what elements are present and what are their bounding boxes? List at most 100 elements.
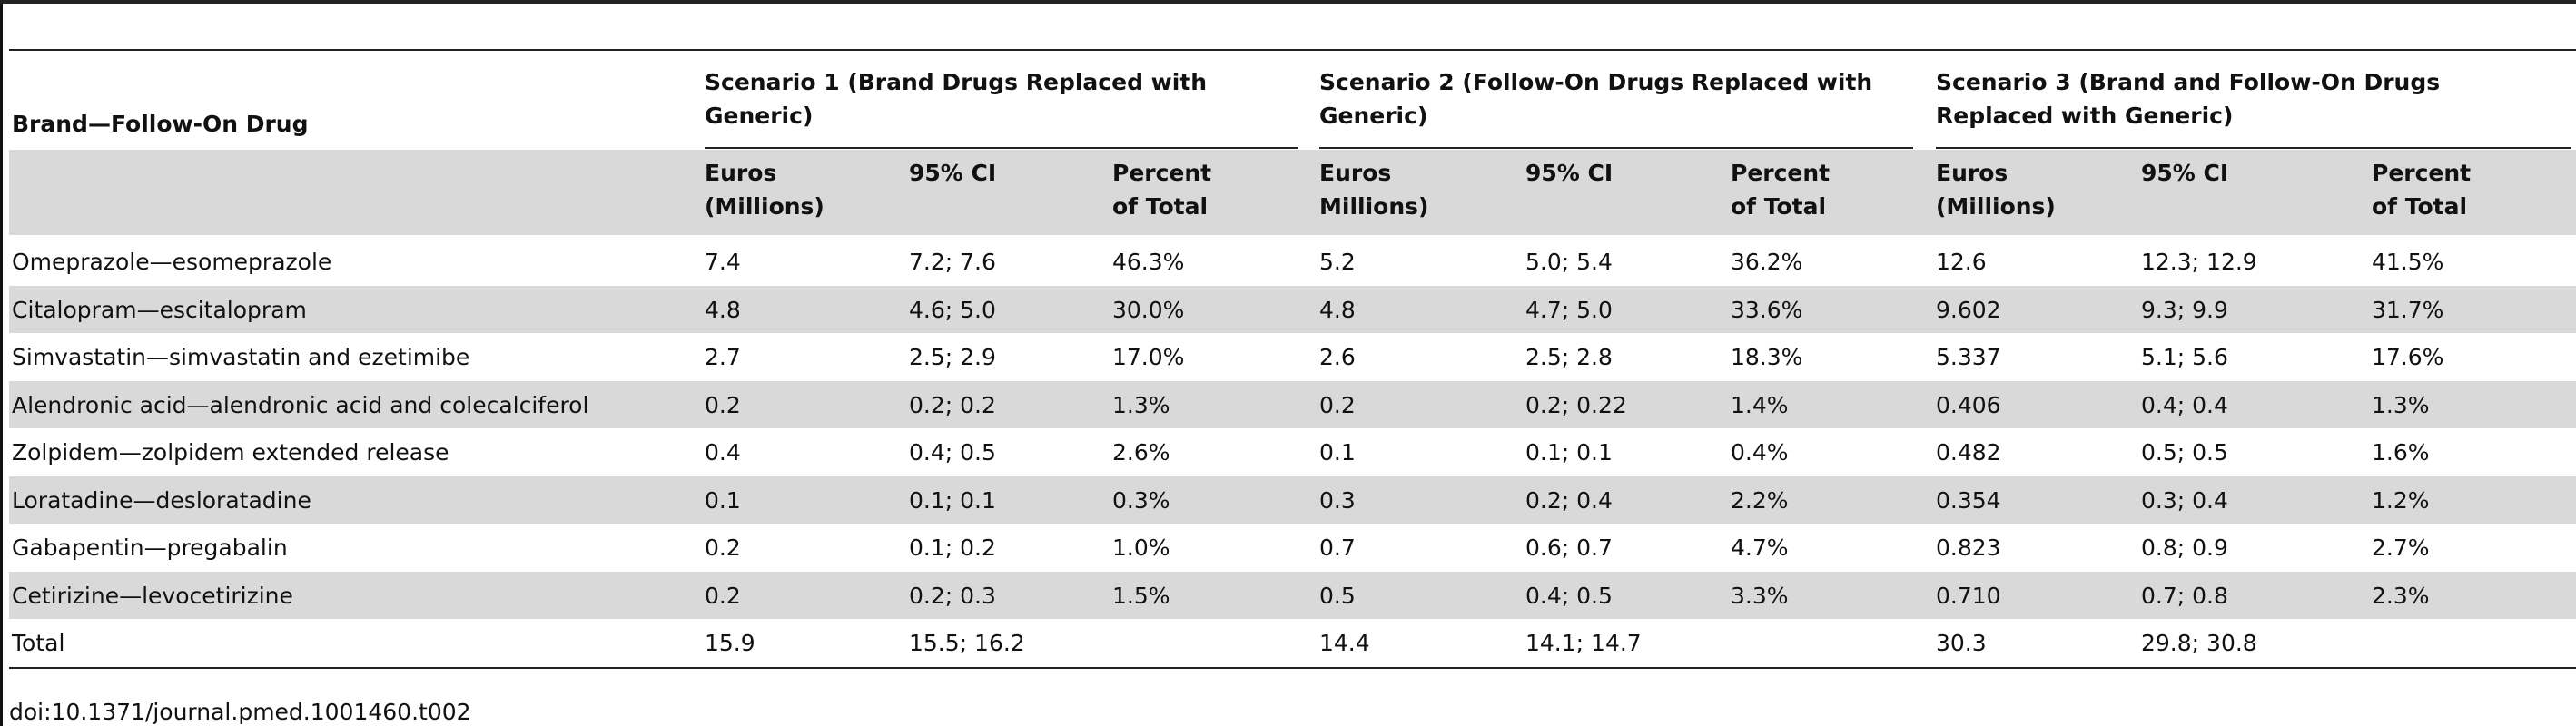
header-top-rule	[9, 49, 2576, 51]
cell-value: 0.7; 0.8	[2141, 582, 2228, 609]
cell-value: 4.8	[705, 296, 741, 323]
cell-value: 2.5; 2.8	[1525, 344, 1613, 370]
cell-value: 0.2	[705, 535, 741, 561]
subcolumn-header: Percent of Total	[2372, 160, 2472, 220]
cell-value: 0.2	[705, 582, 741, 609]
cell-value: 1.3%	[2372, 391, 2430, 418]
row-label: Cetirizine—levocetirizine	[12, 582, 293, 609]
top-rule	[0, 0, 2576, 4]
cell-value: 9.3; 9.9	[2141, 296, 2228, 323]
cell-value: 0.4	[705, 439, 741, 466]
cell-value: 0.2; 0.3	[909, 582, 996, 609]
cell-value: 0.482	[1936, 439, 2001, 466]
doi: doi:10.1371/journal.pmed.1001460.t002	[9, 699, 471, 725]
cell-value: 30.0%	[1112, 296, 1185, 323]
row-label: Loratadine—desloratadine	[12, 486, 311, 514]
subcolumn-header: Euros (Millions)	[705, 160, 824, 220]
cell-value: 0.5; 0.5	[2141, 439, 2228, 466]
cell-value: 1.6%	[2372, 439, 2430, 466]
row-label: Gabapentin—pregabalin	[12, 535, 288, 561]
cell-value: 15.9	[705, 630, 755, 656]
scenario-rule	[1319, 147, 1913, 149]
cell-value: 0.4%	[1731, 439, 1789, 466]
row-band	[9, 285, 2576, 333]
cell-value: 0.406	[1936, 391, 2001, 418]
cell-value: 0.4; 0.5	[909, 439, 996, 466]
table-bottom-rule	[9, 667, 2576, 669]
cell-value: 1.0%	[1112, 535, 1170, 561]
subcolumn-header: Percent of Total	[1731, 160, 1831, 220]
cell-value: 2.6	[1319, 344, 1356, 370]
cell-value: 14.1; 14.7	[1525, 630, 1642, 656]
cell-value: 0.3%	[1112, 486, 1170, 514]
cell-value: 1.4%	[1731, 391, 1789, 418]
scenario-header: Scenario 1 (Brand Drugs Replaced with Ge…	[705, 69, 1208, 129]
cell-value: 31.7%	[2372, 296, 2444, 323]
subcolumn-header: 95% CI	[1525, 160, 1614, 186]
cell-value: 30.3	[1936, 630, 1987, 656]
cell-value: 4.7%	[1731, 535, 1789, 561]
row-band	[9, 571, 2576, 619]
row-label: Zolpidem—zolpidem extended release	[12, 439, 449, 466]
row-band	[9, 476, 2576, 524]
cell-value: 0.1	[1319, 439, 1356, 466]
cell-value: 1.3%	[1112, 391, 1170, 418]
cell-value: 4.6; 5.0	[909, 296, 996, 323]
cell-value: 41.5%	[2372, 249, 2444, 275]
cell-value: 5.2	[1319, 249, 1356, 275]
row-label: Citalopram—escitalopram	[12, 296, 307, 323]
cell-value: 15.5; 16.2	[909, 630, 1025, 656]
cell-value: 0.2; 0.4	[1525, 486, 1613, 514]
cell-value: 0.710	[1936, 582, 2001, 609]
cell-value: 2.3%	[2372, 582, 2430, 609]
cell-value: 2.6%	[1112, 439, 1170, 466]
cell-value: 0.1	[705, 486, 741, 514]
row-label: Simvastatin—simvastatin and ezetimibe	[12, 344, 470, 370]
cell-value: 18.3%	[1731, 344, 1803, 370]
cell-value: 0.2; 0.2	[909, 391, 996, 418]
subcolumn-header: Percent of Total	[1112, 160, 1212, 220]
column-header: Brand—Follow-On Drug	[12, 111, 309, 137]
cell-value: 5.0; 5.4	[1525, 249, 1613, 275]
cell-value: 46.3%	[1112, 249, 1185, 275]
cell-value: 7.2; 7.6	[909, 249, 996, 275]
subheader-band	[9, 150, 2576, 235]
cell-value: 12.6	[1936, 249, 1987, 275]
cell-value: 0.823	[1936, 535, 2001, 561]
scenario-rule	[1936, 147, 2571, 149]
row-label: Alendronic acid—alendronic acid and cole…	[12, 391, 589, 418]
cell-value: 0.2	[1319, 391, 1356, 418]
row-label: Total	[12, 630, 65, 656]
cell-value: 33.6%	[1731, 296, 1803, 323]
cell-value: 4.8	[1319, 296, 1356, 323]
cell-value: 0.1; 0.1	[909, 486, 996, 514]
row-band	[9, 380, 2576, 428]
cell-value: 0.354	[1936, 486, 2001, 514]
cell-value: 5.1; 5.6	[2141, 344, 2228, 370]
cell-value: 0.7	[1319, 535, 1356, 561]
scenario-rule	[705, 147, 1298, 149]
cell-value: 17.0%	[1112, 344, 1185, 370]
cell-value: 0.6; 0.7	[1525, 535, 1613, 561]
cell-value: 9.602	[1936, 296, 2001, 323]
cell-value: 0.1; 0.1	[1525, 439, 1613, 466]
cell-value: 2.2%	[1731, 486, 1789, 514]
cell-value: 0.8; 0.9	[2141, 535, 2228, 561]
cell-value: 0.2	[705, 391, 741, 418]
subcolumn-header: Euros Millions)	[1319, 160, 1429, 220]
cell-value: 7.4	[705, 249, 741, 275]
cell-value: 0.3; 0.4	[2141, 486, 2228, 514]
cell-value: 0.5	[1319, 582, 1356, 609]
cell-value: 4.7; 5.0	[1525, 296, 1613, 323]
scenario-header: Scenario 3 (Brand and Follow-On Drugs Re…	[1936, 69, 2441, 129]
cell-value: 0.2; 0.22	[1525, 391, 1627, 418]
cell-value: 2.7%	[2372, 535, 2430, 561]
cell-value: 0.3	[1319, 486, 1356, 514]
cell-value: 1.2%	[2372, 486, 2430, 514]
cell-value: 17.6%	[2372, 344, 2444, 370]
cell-value: 12.3; 12.9	[2141, 249, 2257, 275]
subcolumn-header: 95% CI	[2141, 160, 2229, 186]
cell-value: 14.4	[1319, 630, 1370, 656]
left-border	[0, 0, 3, 726]
